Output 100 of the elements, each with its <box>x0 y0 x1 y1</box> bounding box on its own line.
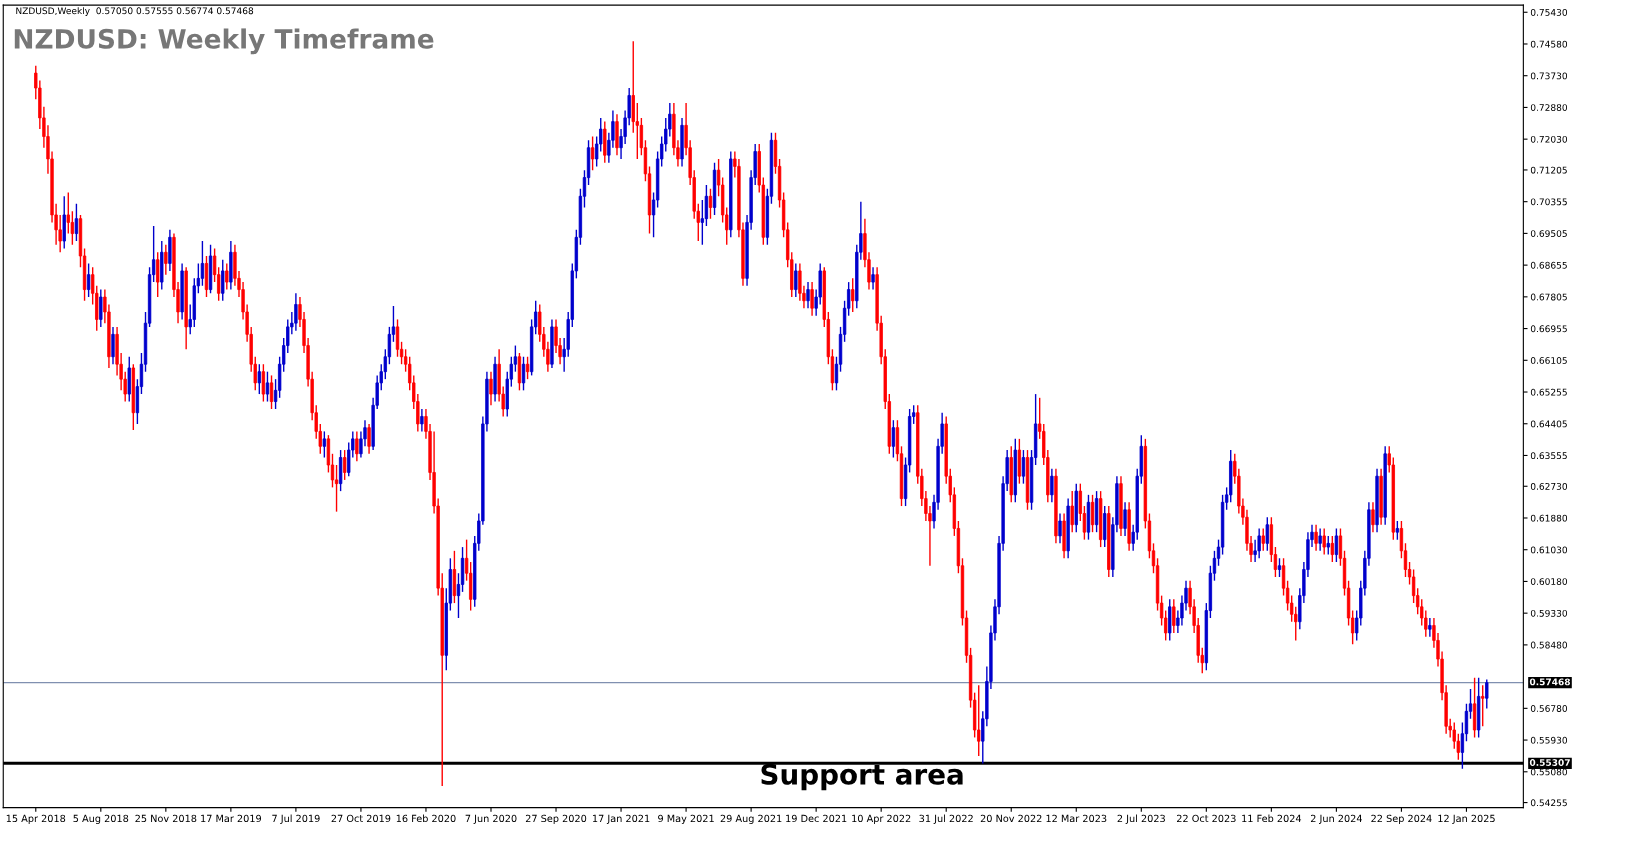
y-tick-label: 0.71205 <box>1530 166 1567 174</box>
x-tick-label: 7 Jun 2020 <box>465 814 517 824</box>
candlestick <box>1050 468 1054 504</box>
y-tick-label: 0.66105 <box>1530 357 1567 364</box>
candlestick <box>1424 609 1428 638</box>
candlestick <box>1277 557 1282 578</box>
x-tick-label: 9 May 2021 <box>658 814 714 824</box>
x-tick-label: 15 Apr 2018 <box>6 814 66 824</box>
candlestick <box>261 363 266 403</box>
x-tick-label: 10 Apr 2022 <box>852 814 911 824</box>
x-tick-label: 22 Oct 2023 <box>1176 814 1236 823</box>
candlestick <box>700 199 705 246</box>
candlestick <box>1123 501 1127 537</box>
annotation: NZDUSD,Weekly 0.57050 0.57555 0.56774 0.57468 <box>16 7 254 16</box>
candlestick <box>1371 501 1375 533</box>
y-tick-label: 0.70355 <box>1530 198 1567 206</box>
candlestick <box>1322 527 1326 556</box>
candlestick <box>1452 721 1456 750</box>
y-tick-label: 0.68655 <box>1530 261 1567 269</box>
x-tick-label: 29 Aug 2021 <box>720 814 782 824</box>
ref-line-label: 0.55307 <box>1529 759 1570 766</box>
candlestick <box>1481 684 1485 727</box>
candlestick <box>810 281 814 317</box>
candlestick <box>1318 527 1322 552</box>
candlestick <box>1326 535 1330 556</box>
annotation: Support area <box>761 763 963 791</box>
candlestick <box>164 244 168 276</box>
candlestick <box>66 191 70 235</box>
candlestick <box>1395 520 1400 541</box>
x-tick-label: 17 Jan 2021 <box>592 814 650 824</box>
x-tick-label: 27 Oct 2019 <box>331 814 391 823</box>
candlestick <box>806 281 810 309</box>
x-tick-label: 25 Nov 2018 <box>135 814 197 823</box>
candlestick <box>891 419 896 459</box>
candlestick <box>1330 535 1335 563</box>
candlestick <box>99 288 103 328</box>
y-tick-label: 0.63555 <box>1530 452 1567 460</box>
y-tick-label: 0.59330 <box>1530 609 1568 617</box>
y-tick-label: 0.56780 <box>1530 705 1568 712</box>
candlestick <box>74 203 79 242</box>
y-tick-label: 0.61880 <box>1530 514 1568 522</box>
y-tick-label: 0.58480 <box>1530 641 1568 649</box>
candlestick <box>225 262 229 291</box>
candlestick <box>86 262 91 298</box>
y-tick-label: 0.74580 <box>1530 40 1568 48</box>
x-tick-label: 27 Sep 2020 <box>525 814 587 824</box>
candlestick <box>111 326 115 365</box>
candlestick <box>1058 512 1062 545</box>
candlestick <box>420 408 424 433</box>
y-tick-label: 0.66955 <box>1530 325 1567 333</box>
candlestick <box>521 356 526 392</box>
x-tick-label: 20 Nov 2022 <box>980 814 1042 823</box>
candlestick <box>395 318 400 358</box>
candlestick <box>1265 516 1269 552</box>
candlestick <box>871 266 875 291</box>
y-tick-label: 0.61030 <box>1530 546 1568 554</box>
candlestick <box>1070 490 1074 533</box>
ref-line-label: 0.57468 <box>1529 678 1570 686</box>
candlestick <box>257 363 261 395</box>
candlestick <box>1090 494 1095 533</box>
y-tick-label: 0.60180 <box>1530 578 1568 585</box>
y-tick-label: 0.72030 <box>1530 135 1568 143</box>
x-tick-label: 31 Jul 2022 <box>919 814 973 824</box>
candlestick <box>1428 617 1432 638</box>
y-tick-label: 0.55930 <box>1530 736 1568 744</box>
y-tick-label: 0.54255 <box>1530 799 1567 807</box>
y-tick-label: 0.75430 <box>1530 8 1568 16</box>
candlestick <box>342 449 347 481</box>
y-tick-label: 0.72880 <box>1530 104 1568 111</box>
candlestick <box>265 370 270 403</box>
candlestick <box>294 292 298 332</box>
x-tick-label: 5 Aug 2018 <box>73 814 129 824</box>
candlestick <box>1021 449 1026 485</box>
x-tick-label: 2 Jun 2024 <box>1310 814 1362 824</box>
candlestick <box>1334 527 1339 563</box>
candlestick <box>322 430 327 459</box>
candlestick <box>1314 524 1318 552</box>
x-tick-label: 2 Jul 2023 <box>1117 814 1165 824</box>
candlestick <box>200 240 205 287</box>
y-tick-label: 0.64405 <box>1530 420 1567 428</box>
x-tick-label: 11 Feb 2024 <box>1242 814 1302 823</box>
candlestick <box>794 262 798 298</box>
candlestick <box>1257 527 1261 559</box>
candlestick <box>1172 598 1176 634</box>
candlestick <box>590 135 595 171</box>
candlestick <box>1261 527 1265 552</box>
x-tick-label: 22 Sep 2024 <box>1371 814 1432 824</box>
candlestick <box>355 430 359 462</box>
y-tick-label: 0.65255 <box>1530 388 1567 396</box>
x-tick-label: 7 Jul 2019 <box>272 814 320 824</box>
candlestick <box>1294 606 1298 642</box>
candlestick <box>489 370 493 406</box>
y-tick-label: 0.62730 <box>1530 482 1568 490</box>
candlestick <box>1485 678 1489 710</box>
candlestick <box>708 188 713 220</box>
x-tick-label: 19 Dec 2021 <box>786 814 847 823</box>
y-tick-label: 0.55080 <box>1530 768 1568 776</box>
y-tick-label: 0.73730 <box>1530 72 1568 80</box>
x-tick-label: 12 Mar 2023 <box>1046 814 1107 823</box>
text: NZDUSD: Weekly Timeframe <box>14 28 434 55</box>
